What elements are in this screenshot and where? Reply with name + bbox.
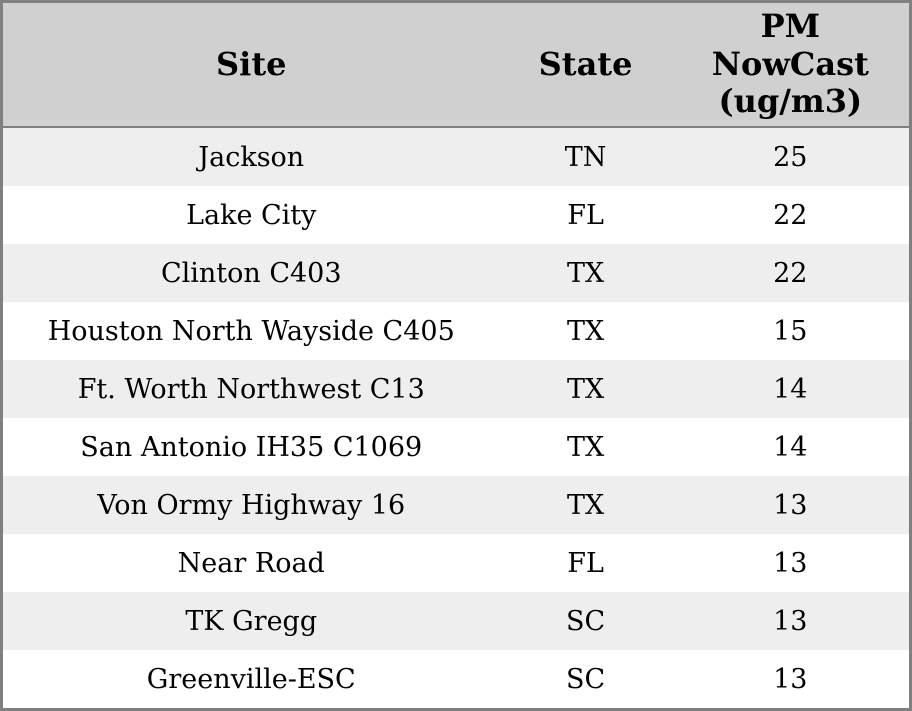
cell-site: Clinton C403 <box>3 244 500 302</box>
cell-site: Houston North Wayside C405 <box>3 302 500 360</box>
column-header-site: Site <box>3 3 500 128</box>
cell-pm-nowcast: 14 <box>671 360 909 418</box>
cell-pm-nowcast: 22 <box>671 186 909 244</box>
table-row: Ft. Worth Northwest C13 TX 14 <box>3 360 909 418</box>
cell-site: Jackson <box>3 128 500 186</box>
table-row: Jackson TN 25 <box>3 128 909 186</box>
cell-site: TK Gregg <box>3 592 500 650</box>
cell-site: Near Road <box>3 534 500 592</box>
table-row: Von Ormy Highway 16 TX 13 <box>3 476 909 534</box>
table-header: Site State PM NowCast (ug/m3) <box>3 3 909 128</box>
table-row: Greenville-ESC SC 13 <box>3 650 909 708</box>
table-body: Jackson TN 25 Lake City FL 22 Clinton C4… <box>3 128 909 708</box>
column-header-state: State <box>499 3 672 128</box>
cell-state: TX <box>499 302 672 360</box>
cell-state: TN <box>499 128 672 186</box>
cell-state: TX <box>499 360 672 418</box>
cell-site: San Antonio IH35 C1069 <box>3 418 500 476</box>
cell-state: FL <box>499 534 672 592</box>
table-row: Near Road FL 13 <box>3 534 909 592</box>
table-row: Lake City FL 22 <box>3 186 909 244</box>
cell-state: TX <box>499 244 672 302</box>
cell-site: Ft. Worth Northwest C13 <box>3 360 500 418</box>
cell-pm-nowcast: 15 <box>671 302 909 360</box>
cell-state: TX <box>499 418 672 476</box>
table-row: San Antonio IH35 C1069 TX 14 <box>3 418 909 476</box>
cell-pm-nowcast: 22 <box>671 244 909 302</box>
cell-pm-nowcast: 13 <box>671 534 909 592</box>
cell-pm-nowcast: 13 <box>671 476 909 534</box>
cell-state: SC <box>499 592 672 650</box>
table-row: TK Gregg SC 13 <box>3 592 909 650</box>
cell-state: TX <box>499 476 672 534</box>
cell-pm-nowcast: 13 <box>671 592 909 650</box>
cell-site: Lake City <box>3 186 500 244</box>
cell-pm-nowcast: 14 <box>671 418 909 476</box>
cell-state: SC <box>499 650 672 708</box>
cell-site: Von Ormy Highway 16 <box>3 476 500 534</box>
cell-pm-nowcast: 13 <box>671 650 909 708</box>
cell-pm-nowcast: 25 <box>671 128 909 186</box>
cell-state: FL <box>499 186 672 244</box>
table-row: Houston North Wayside C405 TX 15 <box>3 302 909 360</box>
table-header-row: Site State PM NowCast (ug/m3) <box>3 3 909 128</box>
column-header-pm-nowcast: PM NowCast (ug/m3) <box>671 3 909 128</box>
table-row: Clinton C403 TX 22 <box>3 244 909 302</box>
cell-site: Greenville-ESC <box>3 650 500 708</box>
